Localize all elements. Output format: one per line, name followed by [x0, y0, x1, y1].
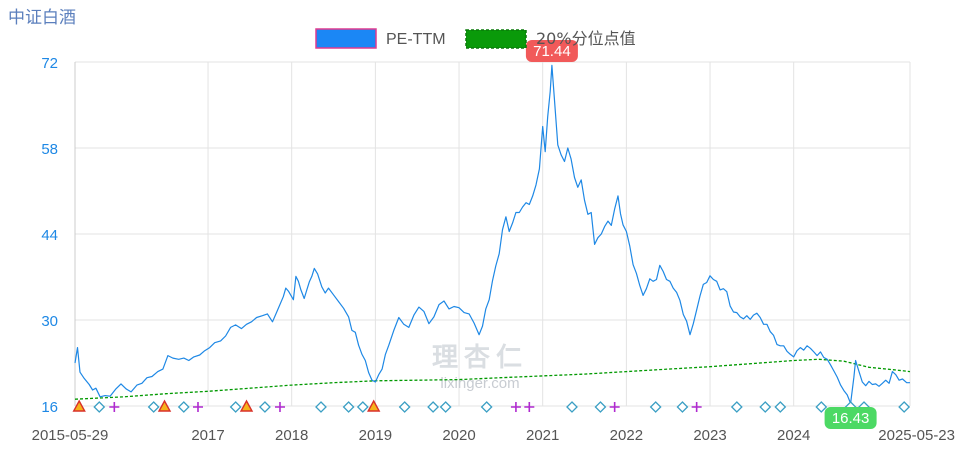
event-marker-diamond — [229, 401, 242, 413]
series-line-pe-ttm — [74, 64, 910, 404]
y-tick-label: 16 — [41, 399, 58, 416]
event-marker-plus — [109, 402, 120, 412]
watermark-url: lixinger.com — [440, 375, 519, 392]
y-tick-label: 58 — [41, 141, 58, 158]
x-tick-label: 2025-05-23 — [878, 427, 955, 444]
event-marker-diamond — [730, 401, 743, 413]
y-tick-label: 72 — [41, 55, 58, 72]
x-tick-label: 2023 — [693, 427, 726, 444]
event-marker-triangle — [367, 399, 381, 412]
event-marker-diamond — [774, 401, 787, 413]
y-tick-label: 30 — [41, 313, 58, 330]
event-marker-diamond — [427, 401, 440, 413]
legend-swatch-pe-ttm — [315, 28, 377, 49]
event-marker-plus — [192, 402, 203, 412]
legend-label-20pct-quantile: 20%分位点值 — [536, 29, 636, 48]
max-value-label: 71.44 — [525, 40, 578, 62]
label-text: 16.43 — [832, 410, 870, 427]
label-box — [525, 40, 578, 62]
event-marker-plus — [274, 402, 285, 412]
event-marker-plus — [524, 402, 535, 412]
event-marker-diamond — [315, 401, 327, 413]
y-tick-label: 44 — [41, 227, 58, 244]
event-marker-plus — [510, 402, 521, 412]
event-marker-diamond — [439, 401, 452, 413]
event-marker-diamond — [676, 401, 689, 413]
event-marker-diamond — [759, 401, 772, 413]
event-marker-diamond — [398, 401, 411, 413]
event-marker-diamond — [177, 401, 190, 413]
event-marker-diamond — [147, 401, 160, 413]
x-tick-label: 2020 — [442, 427, 475, 444]
x-tick-label: 2019 — [359, 427, 392, 444]
event-marker-triangle — [239, 399, 254, 412]
x-tick-label: 2018 — [275, 427, 308, 444]
series-line-20pct-quantile — [74, 358, 911, 400]
event-marker-diamond — [342, 401, 355, 413]
event-marker-triangle — [72, 399, 86, 412]
event-marker-diamond — [259, 401, 271, 413]
watermark-logo: 理杏仁 — [432, 343, 528, 373]
event-marker-diamond — [898, 401, 911, 413]
legend-swatch-20pct-quantile — [465, 29, 527, 49]
chart-title: 中证白酒 — [8, 8, 76, 27]
event-marker-diamond — [480, 401, 493, 413]
legend-label-pe-ttm: PE-TTM — [386, 31, 446, 48]
x-tick-label: 2021 — [526, 427, 559, 444]
x-tick-label: 2024 — [777, 427, 810, 444]
event-marker-diamond — [815, 401, 828, 413]
x-tick-label: 2017 — [191, 427, 224, 444]
x-tick-label: 2015-05-29 — [32, 427, 109, 444]
label-text: 71.44 — [533, 43, 571, 60]
min-value-label: 16.43 — [824, 407, 877, 429]
event-marker-diamond — [356, 401, 369, 413]
event-marker-diamond — [649, 401, 662, 413]
event-marker-plus — [691, 402, 702, 412]
event-marker-diamond — [93, 401, 106, 413]
event-marker-diamond — [594, 401, 607, 413]
event-marker-plus — [609, 402, 620, 412]
event-marker-triangle — [157, 399, 172, 412]
event-marker-diamond — [566, 401, 578, 413]
x-tick-label: 2022 — [610, 427, 643, 444]
label-box — [824, 407, 877, 429]
